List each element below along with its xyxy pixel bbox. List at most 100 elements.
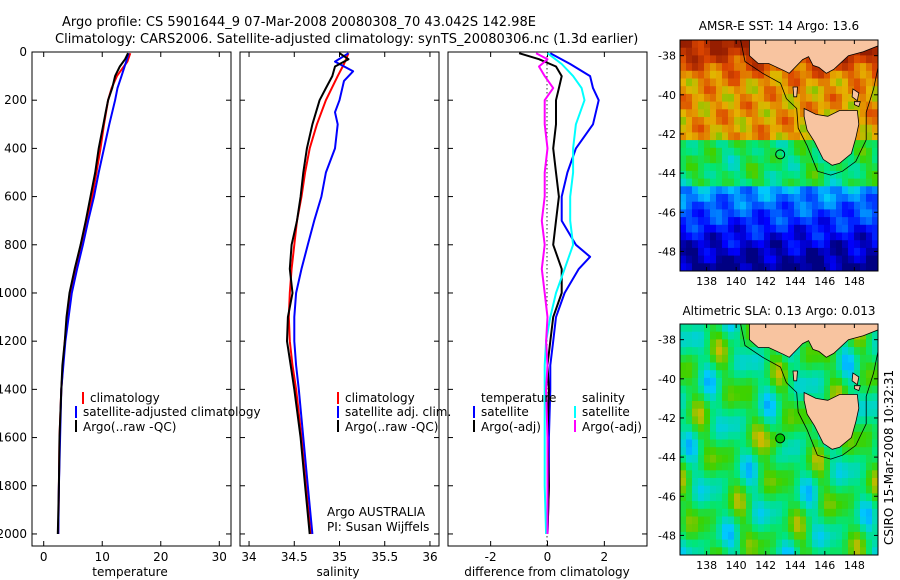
heatmap-cell <box>800 255 807 264</box>
heatmap-cell <box>800 493 807 502</box>
heatmap-cell <box>794 385 801 394</box>
heatmap-cell <box>854 354 861 364</box>
lat-tick-label: -44 <box>658 451 676 464</box>
heatmap-cell <box>746 416 753 425</box>
heatmap-cell <box>812 163 819 172</box>
heatmap-cell <box>692 539 699 548</box>
heatmap-cell <box>740 147 747 157</box>
heatmap-cell <box>692 147 699 157</box>
heatmap-cell <box>842 178 849 187</box>
heatmap-cell <box>818 163 825 172</box>
heatmap-cell <box>794 93 801 103</box>
heatmap-cell <box>842 516 849 525</box>
heatmap-cell <box>788 447 795 456</box>
heatmap-cell <box>698 255 705 264</box>
heatmap-cell <box>698 370 705 379</box>
heatmap-cell <box>824 385 831 394</box>
heatmap-cell <box>692 431 699 441</box>
heatmap-cell <box>686 232 693 241</box>
heatmap-cell <box>860 401 867 410</box>
heatmap-cell <box>710 539 717 548</box>
heatmap-cell <box>806 547 813 555</box>
depth-tick-label: 1000 <box>0 286 27 300</box>
heatmap-cell <box>800 393 807 402</box>
lon-tick-label: 142 <box>755 275 776 288</box>
lat-tick-label: -46 <box>658 490 676 503</box>
heatmap-cell <box>788 232 795 241</box>
heatmap-cell <box>734 101 741 110</box>
lon-tick-label: 144 <box>785 559 806 572</box>
heatmap-cell <box>860 393 867 402</box>
heatmap-cell <box>764 416 771 425</box>
heatmap-cell <box>860 140 867 149</box>
heatmap-cell <box>716 101 723 110</box>
heatmap-cell <box>842 209 849 218</box>
heatmap-cell <box>692 155 699 164</box>
heatmap-cell <box>740 224 747 234</box>
x-tick-label: 10 <box>95 550 110 564</box>
heatmap-cell <box>800 240 807 249</box>
heatmap-cell <box>764 439 771 448</box>
heatmap-cell <box>698 86 705 95</box>
heatmap-cell <box>746 478 753 487</box>
heatmap-cell <box>866 539 873 548</box>
heatmap-cell <box>854 508 861 518</box>
heatmap-cell <box>830 255 837 264</box>
heatmap-cell <box>800 547 807 555</box>
heatmap-cell <box>734 263 741 271</box>
heatmap-cell <box>752 224 759 234</box>
heatmap-cell <box>788 493 795 502</box>
heatmap-cell <box>794 155 801 164</box>
heatmap-cell <box>854 485 861 494</box>
heatmap-cell <box>860 186 867 195</box>
heatmap-cell <box>734 132 741 141</box>
heatmap-cell <box>872 354 878 364</box>
heatmap-cell <box>722 163 729 172</box>
heatmap-cell <box>734 377 741 387</box>
heatmap-cell <box>698 377 705 387</box>
heatmap-cell <box>788 485 795 494</box>
heatmap-cell <box>860 109 867 118</box>
heatmap-cell <box>758 93 765 103</box>
heatmap-cell <box>854 209 861 218</box>
heatmap-cell <box>704 194 711 203</box>
heatmap-cell <box>722 508 729 518</box>
heatmap-cell <box>860 431 867 441</box>
heatmap-cell <box>764 393 771 402</box>
salinity-xlabel: salinity <box>316 565 359 579</box>
heatmap-cell <box>716 401 723 410</box>
heatmap-cell <box>686 240 693 249</box>
heatmap-cell <box>722 354 729 364</box>
heatmap-cell <box>872 408 878 417</box>
heatmap-cell <box>746 377 753 387</box>
heatmap-cell <box>740 186 747 195</box>
heatmap-cell <box>776 478 783 487</box>
heatmap-cell <box>872 232 878 241</box>
land-polygon <box>854 385 861 392</box>
heatmap-cell <box>716 263 723 271</box>
heatmap-cell <box>740 531 747 541</box>
heatmap-cell <box>866 385 873 394</box>
heatmap-cell <box>746 186 753 195</box>
heatmap-cell <box>806 201 813 210</box>
heatmap-cell <box>788 547 795 555</box>
heatmap-cell <box>722 431 729 441</box>
heatmap-cell <box>782 485 789 494</box>
heatmap-cell <box>770 63 777 72</box>
x-tick-label: -2 <box>485 550 497 564</box>
depth-tick-label: 1600 <box>0 431 27 445</box>
heatmap-cell <box>872 86 878 95</box>
heatmap-cell <box>710 416 717 425</box>
heatmap-cell <box>776 224 783 234</box>
heatmap-cell <box>704 385 711 394</box>
heatmap-cell <box>686 454 693 464</box>
heatmap-cell <box>686 547 693 555</box>
heatmap-cell <box>686 447 693 456</box>
heatmap-cell <box>752 263 759 271</box>
heatmap-cell <box>812 263 819 271</box>
heatmap-cell <box>848 86 855 95</box>
heatmap-cell <box>722 78 729 87</box>
heatmap-cell <box>758 263 765 271</box>
heatmap-cell <box>722 454 729 464</box>
heatmap-cell <box>860 531 867 541</box>
